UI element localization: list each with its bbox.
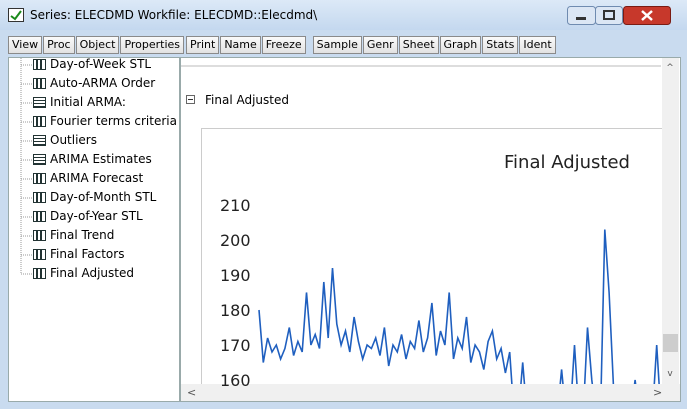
toolbar-button[interactable]: Proc bbox=[43, 36, 75, 54]
window-title: Series: ELECDMD Workfile: ELECDMD::Elecd… bbox=[30, 8, 318, 22]
toolbar-left: View Proc Object Properties bbox=[8, 36, 185, 54]
toolbar-button[interactable]: Print bbox=[186, 36, 220, 54]
tree-item[interactable]: Initial ARMA: bbox=[33, 95, 126, 109]
tree-label: Outliers bbox=[50, 133, 97, 147]
toolbar-button[interactable]: Name bbox=[220, 36, 261, 54]
toolbar-button[interactable]: Ident bbox=[519, 36, 556, 54]
toolbar-button[interactable]: Freeze bbox=[261, 36, 306, 54]
tree-item[interactable]: Fourier terms criteria bbox=[33, 114, 177, 128]
y-tick-label: 160 bbox=[220, 371, 251, 390]
output-pane: Final Adjusted Final Adjusted ^ v < > 16… bbox=[180, 57, 681, 402]
y-tick-label: 190 bbox=[220, 266, 251, 285]
scroll-left[interactable]: < bbox=[187, 386, 196, 399]
toolbar-button[interactable]: Properties bbox=[120, 36, 185, 54]
tree-label: Auto-ARMA Order bbox=[50, 76, 156, 90]
chart-view: Final Adjusted Final Adjusted ^ v < > 16… bbox=[181, 58, 680, 401]
tree-item[interactable]: Final Trend bbox=[33, 228, 114, 242]
tree-lines bbox=[20, 58, 33, 275]
tree-pane: Day-of-Week STL Auto-ARMA Order Initial AR… bbox=[8, 57, 180, 402]
tree-item[interactable]: Day-of-Year STL bbox=[33, 209, 143, 223]
v-scrollbar[interactable] bbox=[662, 58, 679, 384]
data-line bbox=[258, 229, 660, 384]
toolbar-button[interactable]: Object bbox=[75, 36, 120, 54]
v-scroll-thumb[interactable] bbox=[663, 334, 678, 352]
tree-item[interactable]: Auto-ARMA Order bbox=[33, 76, 155, 90]
tree-icon bbox=[33, 191, 46, 203]
window-controls[interactable] bbox=[567, 6, 679, 26]
y-tick-label: 200 bbox=[220, 231, 251, 250]
chart-title: Final Adjusted bbox=[504, 152, 630, 173]
tree-item[interactable]: Final Factors bbox=[33, 247, 124, 261]
toolbar-button[interactable]: Sheet bbox=[398, 36, 439, 54]
tree-label: Initial ARMA: bbox=[50, 95, 126, 109]
tree-label: Day-of-Month STL bbox=[50, 190, 157, 204]
tree-icon bbox=[33, 115, 46, 127]
y-tick-label: 210 bbox=[220, 196, 251, 215]
tree-label: Day-of-Year STL bbox=[50, 209, 143, 223]
tree-label: Final Trend bbox=[50, 228, 115, 242]
h-scrollbar[interactable] bbox=[181, 384, 680, 401]
tree-item[interactable]: ARIMA Forecast bbox=[33, 171, 143, 185]
tree-label: Final Factors bbox=[50, 247, 125, 261]
tree-icon bbox=[33, 134, 46, 146]
scroll-right[interactable]: > bbox=[653, 386, 662, 399]
tree-icon bbox=[33, 77, 46, 89]
tree-label: ARIMA Forecast bbox=[50, 171, 144, 185]
toolbar-button[interactable]: Graph bbox=[439, 36, 482, 54]
tree-icon bbox=[33, 248, 46, 260]
y-tick-label: 170 bbox=[220, 336, 251, 355]
tree-label: ARIMA Estimates bbox=[50, 152, 152, 166]
tree-item[interactable]: Outliers bbox=[33, 133, 97, 147]
tree-label: Day-of-Week STL bbox=[50, 57, 152, 71]
app-icon bbox=[8, 8, 24, 22]
section-label: Final Adjusted bbox=[205, 93, 289, 107]
toolbar-button[interactable]: View bbox=[8, 36, 43, 54]
tree-label: Fourier terms criteria bbox=[50, 114, 177, 128]
toolbar-button[interactable]: Stats bbox=[482, 36, 519, 54]
toolbar-button[interactable]: Sample bbox=[312, 36, 362, 54]
toolbar-right: Print Name Freeze Sample Genr Sheet Graph Stats… bbox=[186, 36, 556, 54]
scroll-up[interactable]: ^ bbox=[666, 63, 674, 73]
tree-item[interactable]: Day-of-Week STL bbox=[33, 57, 151, 71]
tree-icon bbox=[33, 58, 46, 70]
tree-item[interactable]: ARIMA Estimates bbox=[33, 152, 152, 166]
tree-icon bbox=[33, 153, 46, 165]
title-bar: Series: ELECDMD Workfile: ELECDMD::Elecd… bbox=[0, 0, 687, 30]
tree-icon bbox=[33, 229, 46, 241]
tree-icon bbox=[33, 172, 46, 184]
tree-icon bbox=[33, 267, 46, 279]
tree-label: Final Adjusted bbox=[50, 266, 134, 280]
y-tick-label: 180 bbox=[220, 301, 251, 320]
toolbar-button[interactable]: Genr bbox=[362, 36, 398, 54]
tree-icon bbox=[33, 96, 46, 108]
tree-icon bbox=[33, 210, 46, 222]
scroll-down[interactable]: v bbox=[667, 369, 673, 379]
tree-item[interactable]: Day-of-Month STL bbox=[33, 190, 156, 204]
tree-item[interactable]: Final Adjusted bbox=[33, 266, 134, 280]
